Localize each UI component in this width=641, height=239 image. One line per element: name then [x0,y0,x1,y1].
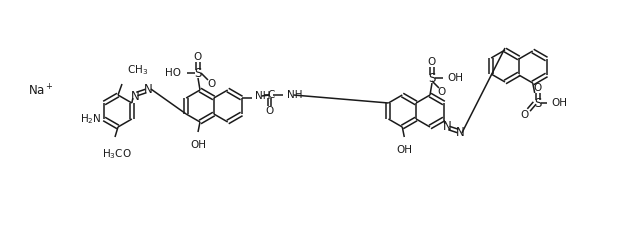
Text: S: S [428,71,436,85]
Text: HO: HO [165,68,181,78]
Text: Na$^+$: Na$^+$ [28,83,54,99]
Text: S: S [194,66,202,80]
Text: NH: NH [287,90,302,100]
Text: S: S [534,97,542,109]
Text: N: N [131,89,139,103]
Text: N: N [144,82,152,96]
Text: O: O [438,87,446,97]
Text: O: O [533,83,542,93]
Text: OH: OH [190,140,206,150]
Text: NH: NH [254,91,270,101]
Text: O: O [520,110,529,120]
Text: N: N [456,126,464,140]
Text: O: O [428,57,436,67]
Text: C: C [267,90,274,100]
Text: CH$_3$: CH$_3$ [127,63,148,77]
Text: O: O [265,106,274,116]
Text: OH: OH [447,73,463,83]
Text: O: O [207,79,215,89]
Text: OH: OH [552,98,568,108]
Text: H$_3$CO: H$_3$CO [102,147,132,161]
Text: O: O [194,52,202,62]
Text: OH: OH [396,145,412,155]
Text: H$_2$N: H$_2$N [79,112,101,126]
Text: N: N [442,120,451,132]
